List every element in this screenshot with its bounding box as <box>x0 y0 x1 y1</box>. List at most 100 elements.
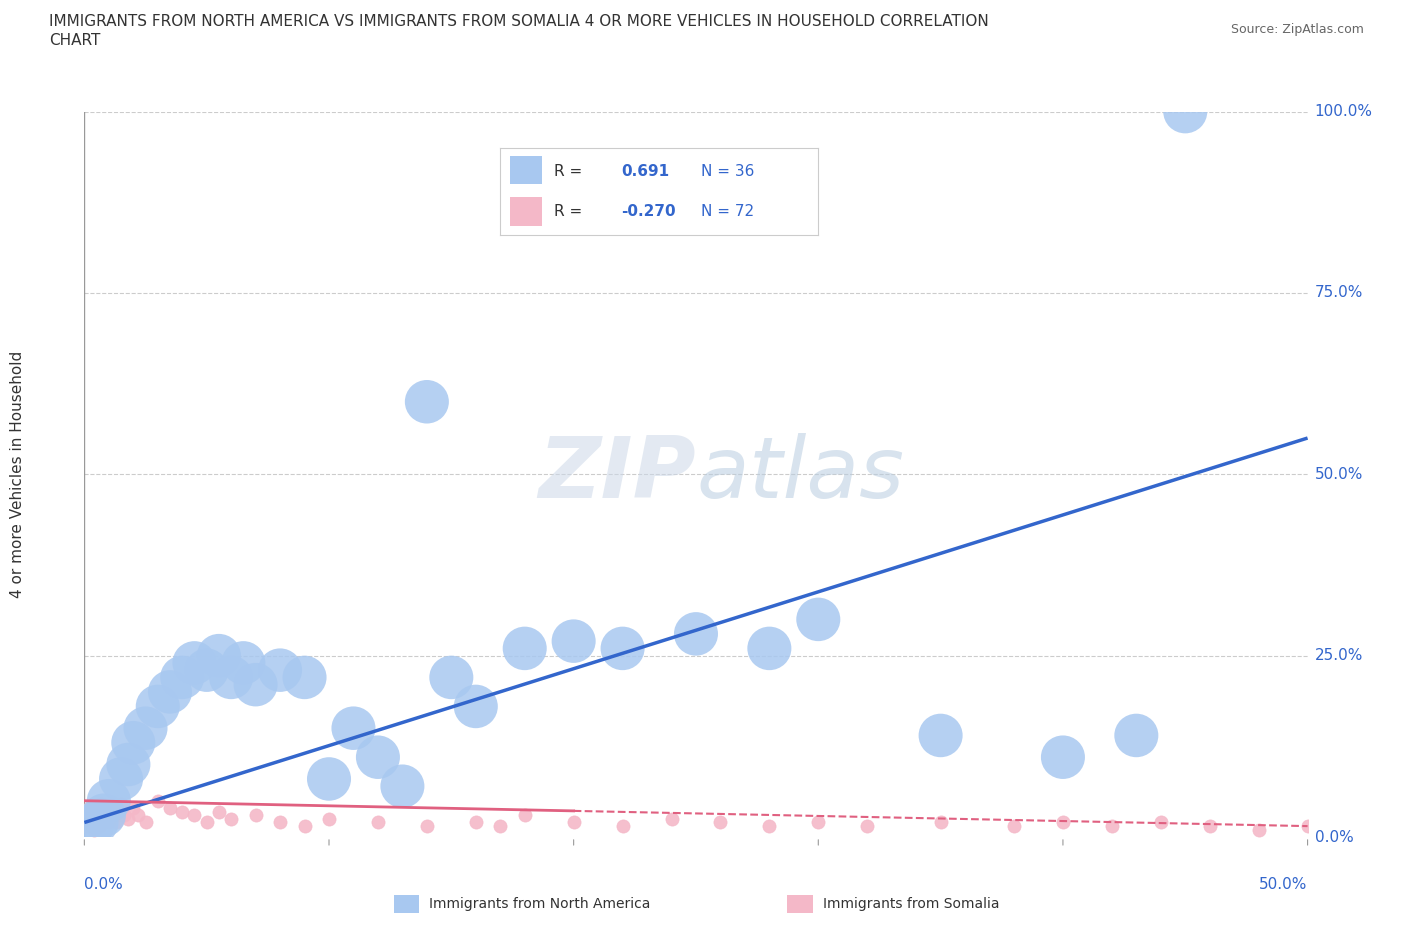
Text: IMMIGRANTS FROM NORTH AMERICA VS IMMIGRANTS FROM SOMALIA 4 OR MORE VEHICLES IN H: IMMIGRANTS FROM NORTH AMERICA VS IMMIGRA… <box>49 14 988 29</box>
Text: -0.270: -0.270 <box>621 204 676 219</box>
Ellipse shape <box>136 684 180 728</box>
Text: N = 36: N = 36 <box>700 164 754 179</box>
Point <box>87 808 110 823</box>
Point <box>87 804 110 819</box>
Point <box>83 808 105 823</box>
Ellipse shape <box>197 634 240 677</box>
Point <box>709 815 731 830</box>
Point <box>107 808 129 823</box>
Ellipse shape <box>1163 90 1208 133</box>
Point <box>1052 815 1074 830</box>
Point <box>97 815 120 830</box>
Point <box>318 811 340 827</box>
Point <box>82 811 104 827</box>
Point <box>269 815 291 830</box>
Bar <box>510 197 541 226</box>
Ellipse shape <box>98 757 143 801</box>
Ellipse shape <box>233 663 277 707</box>
Point <box>77 801 100 816</box>
Point <box>86 801 108 816</box>
Point <box>89 818 111 833</box>
Point <box>100 808 122 823</box>
Point <box>807 815 830 830</box>
Text: ZIP: ZIP <box>538 432 696 516</box>
Point <box>208 804 231 819</box>
Point <box>183 808 205 823</box>
Bar <box>510 155 541 184</box>
Ellipse shape <box>184 648 229 692</box>
Point <box>513 808 536 823</box>
Text: Source: ZipAtlas.com: Source: ZipAtlas.com <box>1230 23 1364 36</box>
Ellipse shape <box>283 656 326 699</box>
Point <box>79 818 101 833</box>
Point <box>80 815 103 830</box>
Point <box>103 801 125 816</box>
Point <box>80 811 103 827</box>
Point <box>96 811 118 827</box>
Ellipse shape <box>307 757 352 801</box>
Point <box>75 815 97 830</box>
Point <box>758 818 780 833</box>
Ellipse shape <box>796 598 841 641</box>
Point <box>489 818 512 833</box>
Ellipse shape <box>748 627 792 671</box>
Ellipse shape <box>148 671 193 713</box>
Text: 75.0%: 75.0% <box>1315 286 1362 300</box>
Point <box>90 811 112 827</box>
Point <box>172 804 194 819</box>
Ellipse shape <box>173 641 217 684</box>
Point <box>245 808 267 823</box>
Point <box>91 808 114 823</box>
Text: 4 or more Vehicles in Household: 4 or more Vehicles in Household <box>10 351 24 598</box>
Text: R =: R = <box>554 204 588 219</box>
Text: 0.0%: 0.0% <box>1315 830 1353 844</box>
Ellipse shape <box>1040 736 1085 779</box>
Text: Immigrants from North America: Immigrants from North America <box>429 897 650 911</box>
Text: 100.0%: 100.0% <box>1315 104 1372 119</box>
Ellipse shape <box>454 684 498 728</box>
Text: 50.0%: 50.0% <box>1315 467 1362 482</box>
Ellipse shape <box>1115 713 1159 757</box>
Ellipse shape <box>124 707 167 750</box>
Ellipse shape <box>75 801 118 844</box>
Point <box>86 818 108 833</box>
Ellipse shape <box>356 736 399 779</box>
Ellipse shape <box>503 627 547 671</box>
Point <box>112 808 135 823</box>
Point <box>1198 818 1220 833</box>
Point <box>90 815 112 830</box>
Ellipse shape <box>87 779 131 822</box>
Point <box>219 811 242 827</box>
Ellipse shape <box>70 804 114 848</box>
Point <box>94 804 117 819</box>
Point <box>146 793 169 808</box>
Text: 25.0%: 25.0% <box>1315 648 1362 663</box>
Ellipse shape <box>405 380 449 423</box>
Ellipse shape <box>429 656 474 699</box>
Ellipse shape <box>259 648 302 692</box>
Point <box>612 818 634 833</box>
Ellipse shape <box>221 641 266 684</box>
Point <box>195 815 218 830</box>
Ellipse shape <box>551 619 596 663</box>
Point <box>856 818 879 833</box>
Point <box>1150 815 1173 830</box>
Ellipse shape <box>82 793 127 837</box>
Point <box>929 815 952 830</box>
Point <box>1247 822 1270 837</box>
Point <box>661 811 683 827</box>
Text: 0.0%: 0.0% <box>84 877 124 892</box>
Point <box>562 815 585 830</box>
Point <box>93 815 115 830</box>
Point <box>90 797 112 812</box>
Point <box>127 808 149 823</box>
Text: Immigrants from Somalia: Immigrants from Somalia <box>823 897 1000 911</box>
Ellipse shape <box>673 612 718 656</box>
Point <box>1296 818 1319 833</box>
Point <box>87 815 110 830</box>
Ellipse shape <box>107 743 150 786</box>
Ellipse shape <box>111 721 155 764</box>
Point <box>80 804 103 819</box>
Point <box>84 811 107 827</box>
Point <box>110 797 132 812</box>
